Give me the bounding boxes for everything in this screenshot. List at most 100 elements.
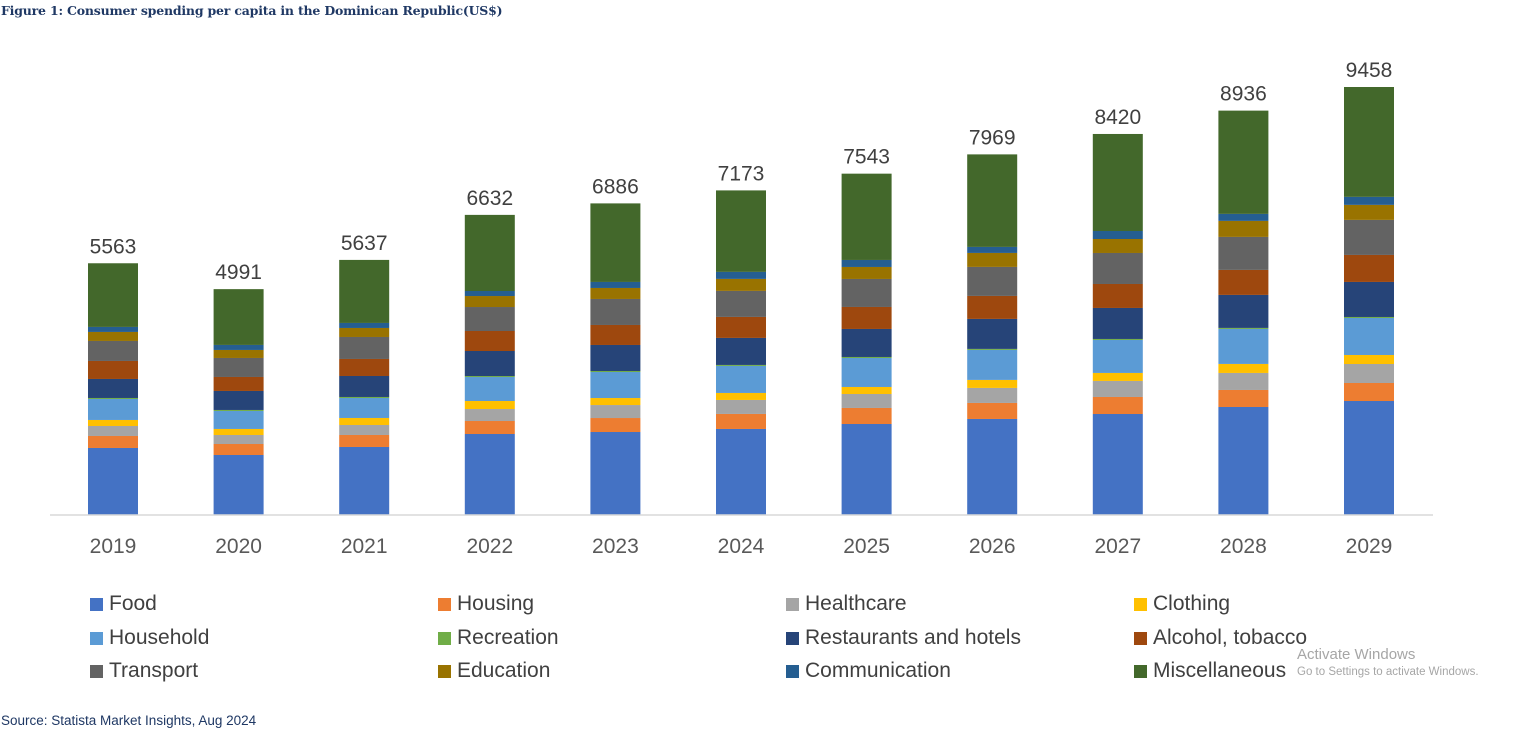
bar-stack-2024 (716, 190, 766, 515)
bar-segment-housing-2026 (967, 402, 1018, 419)
bar-segment-clothing-2026 (967, 379, 1018, 388)
total-data-label: 7543 (843, 146, 890, 169)
bar-segment-recreation-2024 (716, 364, 766, 366)
legend-item-miscellaneous: Miscellaneous (1134, 659, 1286, 683)
bar-segment-food-2020 (213, 454, 264, 515)
bar-segment-transport-2022 (464, 307, 515, 331)
bar-segment-housing-2027 (1092, 396, 1143, 414)
x-tick-label: 2024 (718, 535, 765, 558)
bar-segment-communication-2020 (213, 344, 264, 350)
legend-swatch (438, 631, 451, 645)
bar-segment-miscellaneous-2023 (590, 203, 641, 282)
bar-stack-2026 (967, 154, 1018, 515)
legend-label: Household (109, 626, 210, 649)
bar-segment-housing-2029 (1344, 383, 1394, 402)
bar-segment-restaurants-and-hotels-2026 (967, 318, 1018, 349)
bar-segment-housing-2022 (464, 421, 515, 434)
bar-stack-2023 (590, 203, 641, 515)
bar-segment-communication-2021 (339, 322, 390, 328)
bar-segment-recreation-2025 (841, 356, 892, 358)
legend-label: Clothing (1153, 592, 1231, 615)
bar-segment-alcohol-tobacco-2022 (464, 331, 515, 351)
bar-segment-housing-2021 (339, 434, 390, 447)
bar-segment-restaurants-and-hotels-2020 (213, 390, 264, 410)
x-tick-label: 2027 (1094, 535, 1141, 558)
total-data-label: 4991 (215, 261, 262, 284)
bar-segment-communication-2022 (464, 291, 515, 297)
bar-segment-household-2021 (339, 397, 390, 418)
bar-segment-education-2020 (213, 349, 264, 358)
bar-segment-communication-2027 (1092, 230, 1143, 239)
bar-segment-food-2022 (464, 434, 515, 515)
bar-segment-education-2023 (590, 287, 641, 299)
bar-segment-alcohol-tobacco-2019 (88, 360, 138, 379)
total-data-label: 5637 (341, 232, 388, 255)
legend-swatch (1134, 631, 1147, 645)
bar-segment-healthcare-2024 (716, 399, 766, 414)
bar-segment-miscellaneous-2019 (88, 263, 138, 327)
bar-segment-healthcare-2028 (1218, 372, 1269, 390)
legend-item-housing: Housing (438, 592, 534, 616)
bar-segment-healthcare-2025 (841, 393, 892, 408)
total-data-label: 7173 (718, 162, 765, 185)
bar-segment-recreation-2023 (590, 371, 641, 373)
x-tick-label: 2026 (969, 535, 1016, 558)
total-data-label: 7969 (969, 126, 1016, 149)
bar-segment-transport-2027 (1092, 252, 1143, 284)
bar-segment-household-2029 (1344, 317, 1394, 355)
x-tick-label: 2022 (466, 535, 513, 558)
bar-segment-alcohol-tobacco-2025 (841, 306, 892, 329)
bar-segment-education-2019 (88, 331, 138, 341)
bar-segment-education-2024 (716, 278, 766, 291)
bar-segment-miscellaneous-2024 (716, 190, 766, 272)
bar-segment-clothing-2020 (213, 428, 264, 435)
bar-segment-transport-2024 (716, 290, 766, 317)
bar-segment-food-2029 (1344, 401, 1394, 515)
legend-label: Transport (109, 659, 199, 682)
total-data-label: 8420 (1094, 106, 1141, 129)
legend-swatch (786, 631, 799, 645)
bar-segment-recreation-2028 (1218, 327, 1269, 329)
bar-segment-education-2022 (464, 296, 515, 308)
bar-segment-alcohol-tobacco-2020 (213, 376, 264, 391)
x-tick-label: 2020 (215, 535, 262, 558)
bar-segment-household-2025 (841, 357, 892, 387)
bar-segment-food-2021 (339, 446, 390, 515)
bar-segment-communication-2023 (590, 281, 641, 288)
bar-segment-alcohol-tobacco-2024 (716, 316, 766, 338)
bar-segment-miscellaneous-2028 (1218, 110, 1269, 214)
bar-segment-miscellaneous-2027 (1092, 133, 1143, 231)
bar-segment-transport-2029 (1344, 219, 1394, 255)
bar-segment-household-2020 (213, 410, 264, 429)
legend-item-recreation: Recreation (438, 626, 559, 650)
bar-segment-restaurants-and-hotels-2028 (1218, 294, 1269, 328)
bar-segment-communication-2019 (88, 326, 138, 332)
legend-label: Housing (457, 592, 535, 615)
bar-segment-housing-2023 (590, 418, 641, 432)
bar-stack-2028 (1218, 110, 1269, 515)
bar-segment-healthcare-2023 (590, 405, 641, 419)
bar-segment-recreation-2026 (967, 348, 1018, 350)
bar-segment-food-2025 (841, 424, 892, 515)
bar-segment-household-2022 (464, 377, 515, 401)
bar-segment-miscellaneous-2029 (1344, 87, 1394, 197)
bar-segment-clothing-2025 (841, 386, 892, 394)
bar-segment-alcohol-tobacco-2026 (967, 295, 1018, 319)
bar-segment-alcohol-tobacco-2021 (339, 358, 390, 376)
legend-item-healthcare: Healthcare (786, 592, 907, 616)
bar-stack-2021 (339, 259, 390, 515)
total-data-label: 6886 (592, 175, 639, 198)
bar-stack-2029 (1344, 87, 1394, 515)
bar-stack-2019 (88, 263, 138, 515)
bar-segment-communication-2029 (1344, 196, 1394, 205)
bar-segment-housing-2019 (88, 435, 138, 448)
bar-segment-education-2026 (967, 252, 1018, 267)
bar-stack-2025 (841, 173, 892, 515)
bar-segment-food-2023 (590, 432, 641, 515)
x-tick-label: 2025 (843, 535, 890, 558)
bar-segment-transport-2023 (590, 298, 641, 325)
bar-segment-clothing-2028 (1218, 363, 1269, 373)
x-tick-labels: 2019 2020 2021 2022 2023 2024 2025 2026 2027 2028… (90, 535, 1393, 558)
bar-segment-housing-2024 (716, 413, 766, 429)
bar-segment-alcohol-tobacco-2029 (1344, 254, 1394, 282)
